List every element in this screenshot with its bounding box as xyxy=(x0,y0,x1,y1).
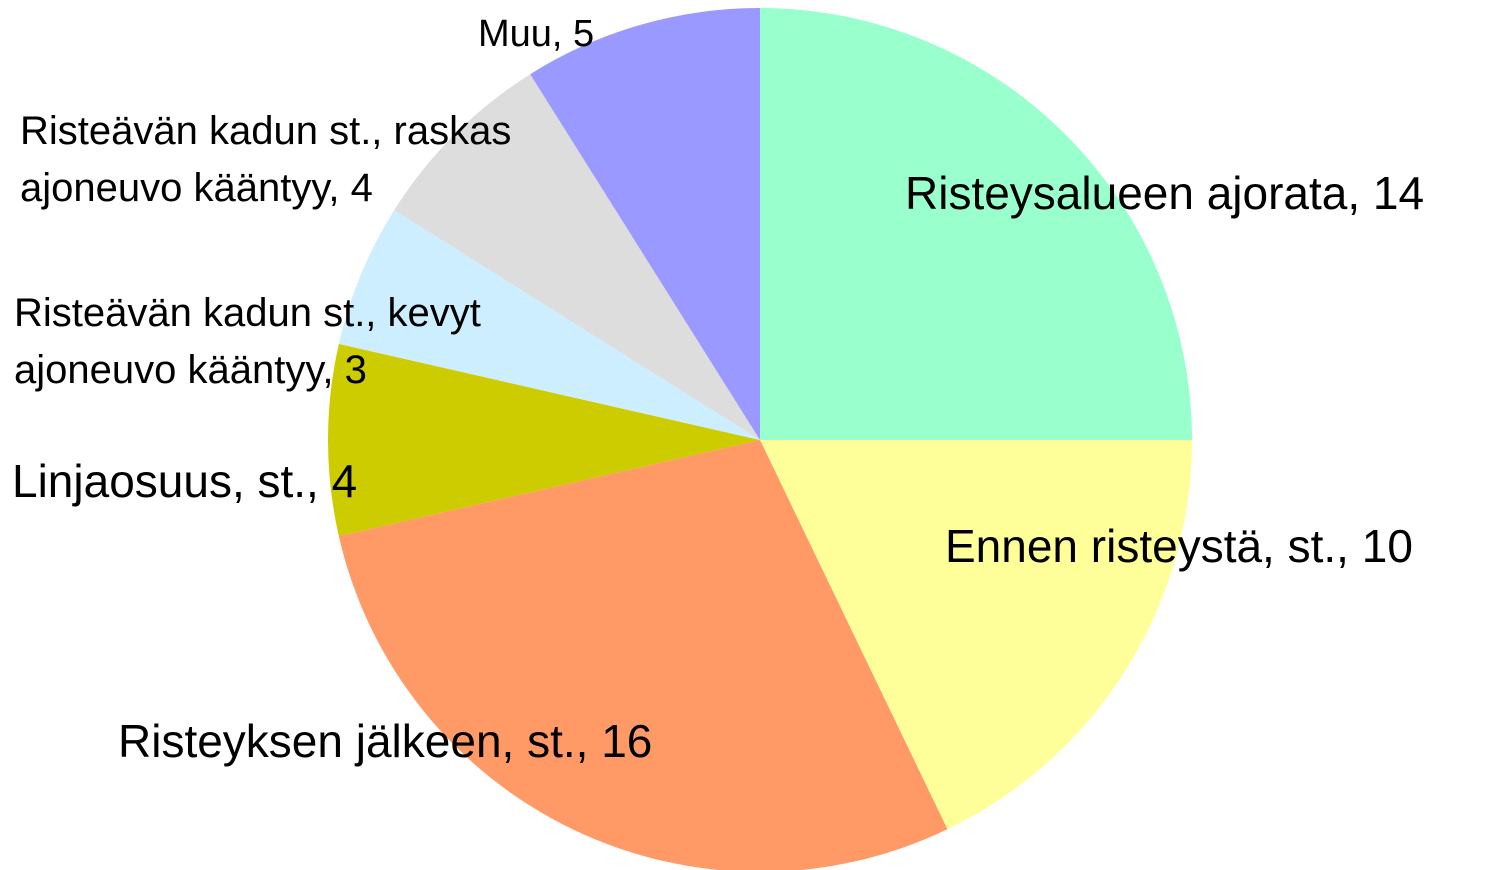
pie-slice xyxy=(760,8,1192,440)
pie-slice xyxy=(394,74,760,440)
label-line: Risteävän kadun st., raskas xyxy=(20,109,511,153)
slice-label: Linjaosuus, st., 4 xyxy=(12,455,357,507)
label-line: ajoneuvo kääntyy, 4 xyxy=(20,165,373,209)
label-line: Risteysalueen ajorata, 14 xyxy=(905,167,1424,219)
label-line: Risteyksen jälkeen, st., 16 xyxy=(118,715,652,767)
pie-slice xyxy=(530,8,760,440)
pie-slice xyxy=(338,210,760,440)
pie-slice xyxy=(760,440,1192,830)
label-line: Ennen risteystä, st., 10 xyxy=(945,520,1413,572)
slice-label: Muu, 5 xyxy=(478,13,594,55)
pie-slice xyxy=(338,440,948,870)
pie-slice xyxy=(328,343,760,537)
label-line: ajoneuvo kääntyy, 3 xyxy=(14,347,367,391)
slice-label: Risteävän kadun st., kevyt ajoneuvo käänt… xyxy=(14,291,481,392)
label-line: Linjaosuus, st., 4 xyxy=(12,455,357,507)
label-line: Risteävän kadun st., kevyt xyxy=(14,291,481,335)
label-line: Muu, 5 xyxy=(478,13,594,55)
slice-label: Risteyksen jälkeen, st., 16 xyxy=(118,715,652,767)
slice-label: Ennen risteystä, st., 10 xyxy=(945,520,1413,572)
slice-label: Risteysalueen ajorata, 14 xyxy=(905,167,1424,219)
slice-label: Risteävän kadun st., raskas ajoneuvo kään… xyxy=(20,109,511,210)
